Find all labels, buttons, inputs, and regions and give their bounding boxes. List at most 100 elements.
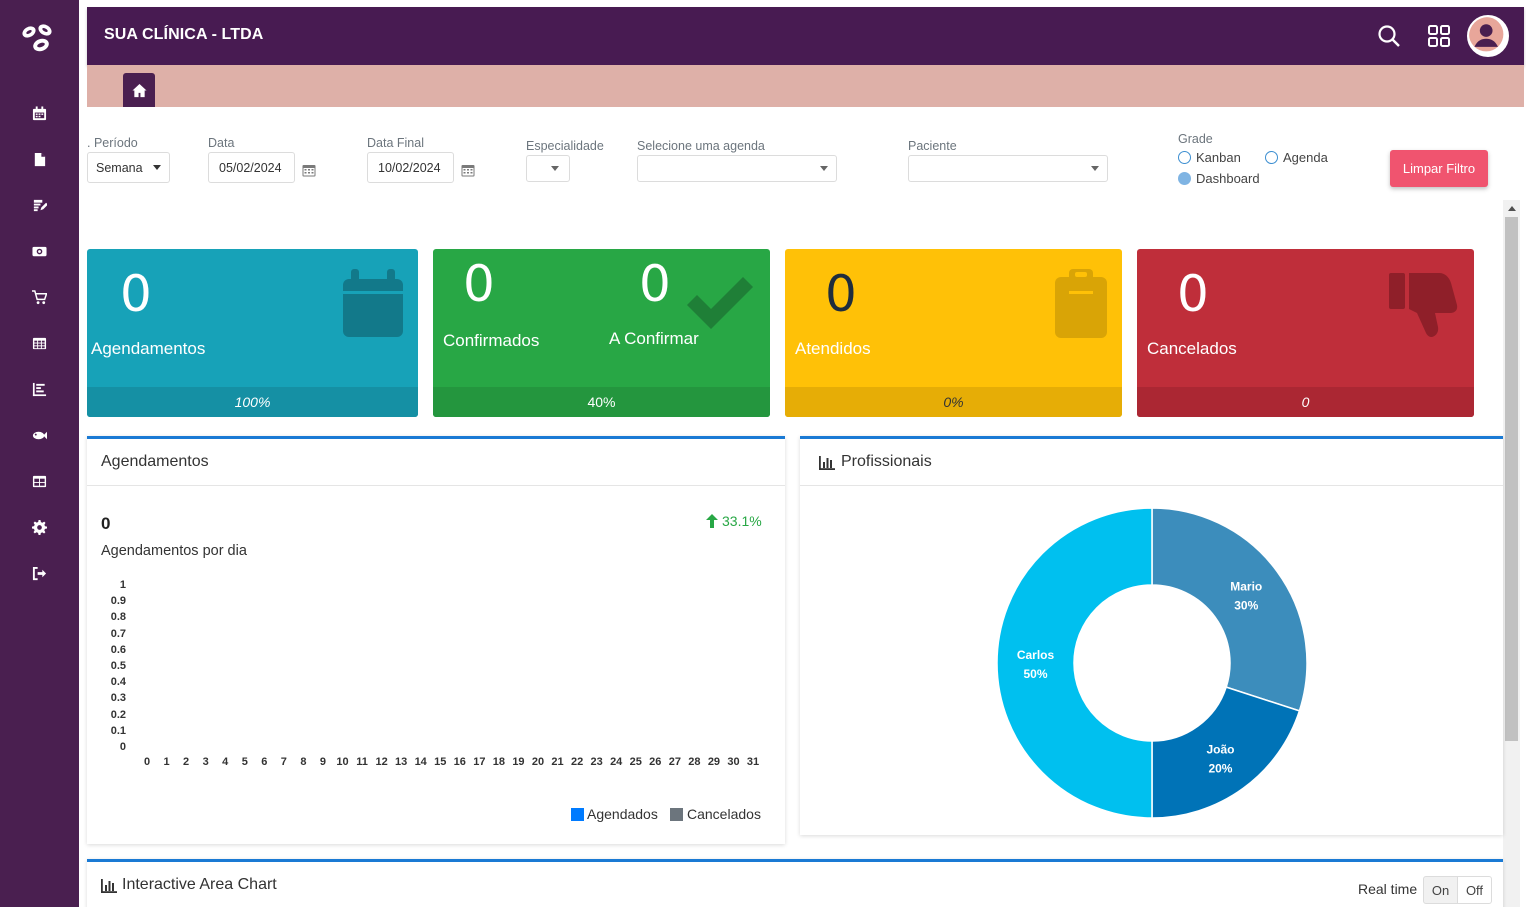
card-cancelados[interactable]: 0 Cancelados 0 — [1137, 249, 1474, 417]
total-value: 0 — [101, 514, 111, 533]
pie-slice — [996, 507, 1153, 819]
x-tick-label: 20 — [531, 756, 545, 768]
agenda-label: Selecione uma agenda — [637, 139, 765, 153]
sidebar-item-finance[interactable] — [29, 241, 49, 261]
data-final-input[interactable]: 10/02/2024 — [367, 152, 454, 183]
slice-name-label: João — [1206, 742, 1234, 756]
card-label: Confirmados — [443, 331, 540, 350]
x-tick-label: 16 — [453, 756, 466, 768]
bar-chart-icon — [32, 382, 46, 396]
thumbs-down-icon — [1389, 273, 1458, 337]
data-final-label: Data Final — [367, 136, 424, 150]
data-input[interactable]: 05/02/2024 — [208, 152, 295, 183]
calendar-picker-icon[interactable] — [461, 163, 475, 177]
x-tick-label: 3 — [202, 756, 209, 768]
x-tick-label: 26 — [649, 756, 662, 768]
especialidade-label: Especialidade — [526, 139, 604, 153]
panel-title: Profissionais — [841, 453, 932, 470]
sidebar-item-documents[interactable] — [29, 149, 49, 169]
user-icon — [1469, 17, 1504, 52]
user-avatar[interactable] — [1467, 15, 1509, 57]
checkmark-icon — [687, 277, 753, 329]
x-tick-label: 13 — [395, 756, 408, 768]
grid-icon — [32, 475, 46, 487]
x-tick-label: 6 — [261, 756, 268, 768]
card-value: 0 — [120, 265, 152, 323]
logout-icon — [32, 566, 46, 580]
calendar-icon — [343, 269, 403, 337]
card-footer: 0% — [785, 387, 1122, 417]
periodo-select[interactable]: Semana — [87, 152, 170, 183]
edit-document-icon — [33, 199, 47, 211]
grade-radio-dashboard[interactable]: Dashboard — [1178, 171, 1260, 186]
money-icon — [31, 246, 47, 256]
x-tick-label: 18 — [492, 756, 506, 768]
x-tick-label: 28 — [688, 756, 701, 768]
realtime-label: Real time — [1358, 881, 1418, 897]
slice-name-label: Carlos — [1017, 648, 1055, 662]
sidebar-item-reports[interactable] — [29, 379, 49, 399]
x-tick-label: 8 — [300, 756, 307, 768]
x-tick-label: 12 — [375, 756, 388, 768]
paciente-select[interactable] — [908, 155, 1108, 182]
home-button[interactable] — [123, 73, 155, 107]
x-tick-label: 9 — [319, 756, 326, 768]
card-label-secondary: A Confirmar — [609, 329, 699, 348]
x-tick-label: 17 — [473, 756, 486, 768]
card-label: Cancelados — [1147, 339, 1237, 358]
radio-label: Dashboard — [1196, 171, 1260, 186]
slice-percent-label: 50% — [1023, 667, 1047, 681]
card-footer: 40% — [433, 387, 770, 417]
scroll-up-arrow[interactable] — [1503, 200, 1520, 217]
cart-icon — [31, 289, 47, 304]
x-tick-label: 23 — [590, 756, 603, 768]
sidebar-item-calendar[interactable] — [29, 103, 49, 123]
card-atendidos[interactable]: 0 Atendidos 0% — [785, 249, 1122, 417]
agenda-select[interactable] — [637, 155, 837, 182]
realtime-off-button[interactable]: Off — [1457, 876, 1492, 904]
chart-subtitle: Agendamentos por dia — [101, 543, 247, 559]
card-confirmados[interactable]: 0 Confirmados 0 A Confirmar 40% — [433, 249, 770, 417]
grade-label: Grade — [1178, 132, 1213, 146]
sidebar-item-modules[interactable] — [29, 471, 49, 491]
x-tick-label: 19 — [512, 756, 525, 768]
x-tick-label: 7 — [280, 756, 287, 768]
x-tick-label: 14 — [414, 756, 427, 768]
sidebar-item-logout[interactable] — [29, 563, 49, 583]
sidebar-item-settings[interactable] — [29, 517, 49, 537]
panel-title: Agendamentos — [101, 453, 209, 470]
file-icon — [34, 152, 45, 166]
x-tick-label: 2 — [183, 756, 190, 768]
fish-icon — [32, 431, 47, 439]
agendamentos-panel: Agendamentos 0 Agendamentos por dia 33.1… — [87, 436, 785, 844]
sidebar-item-shop[interactable] — [29, 287, 49, 307]
apps-grid-icon[interactable] — [1426, 23, 1452, 49]
clear-filter-button[interactable]: Limpar Filtro — [1390, 150, 1488, 187]
x-tick-label: 5 — [241, 756, 248, 768]
chevron-down-icon — [153, 165, 161, 170]
sidebar-item-schedule-grid[interactable] — [29, 333, 49, 353]
radio-label: Agenda — [1283, 150, 1328, 165]
x-tick-label: 24 — [610, 756, 623, 768]
periodo-value: Semana — [96, 160, 143, 175]
legend-label: Cancelados — [687, 806, 761, 822]
x-tick-label: 4 — [222, 756, 229, 768]
grade-radio-agenda[interactable]: Agenda — [1265, 150, 1328, 165]
y-tick-label: 0.5 — [110, 660, 126, 672]
sidebar-item-fish[interactable] — [29, 425, 49, 445]
chevron-down-icon — [551, 166, 559, 171]
grade-radio-kanban[interactable]: Kanban — [1178, 150, 1241, 165]
app-title: SUA CLÍNICA - LTDA — [104, 26, 264, 43]
search-icon[interactable] — [1376, 23, 1402, 49]
calendar-picker-icon[interactable] — [302, 163, 316, 177]
scrollbar-thumb[interactable] — [1505, 217, 1518, 741]
slice-percent-label: 20% — [1208, 761, 1232, 775]
especialidade-select[interactable] — [526, 155, 570, 182]
card-agendamentos[interactable]: 0 Agendamentos 100% — [87, 249, 418, 417]
sidebar-item-records[interactable] — [29, 195, 49, 215]
card-footer: 100% — [87, 387, 418, 417]
realtime-on-button[interactable]: On — [1423, 876, 1458, 904]
calendar-icon — [32, 105, 46, 120]
radio-indicator — [1265, 151, 1278, 164]
profissionais-panel: Profissionais Mario 30% João 20% Carlos 50% — [800, 436, 1503, 835]
